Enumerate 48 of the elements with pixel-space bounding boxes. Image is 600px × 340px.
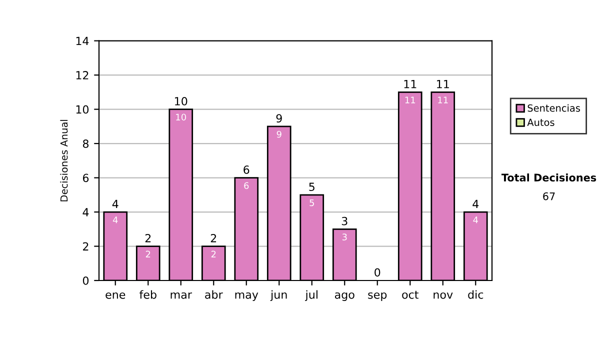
x-tick-label: oct xyxy=(402,290,418,299)
x-tick-label: nov xyxy=(434,292,453,299)
data-label: 9 xyxy=(276,130,282,138)
x-tick-label: ago xyxy=(334,292,354,301)
total-label: 11 xyxy=(404,80,416,88)
y-axis-title: Decisiones Anual xyxy=(60,120,68,202)
total-label: 2 xyxy=(210,234,216,242)
y-tick-label: 0 xyxy=(82,276,89,285)
data-label: 11 xyxy=(405,96,416,104)
y-tick-label: 12 xyxy=(76,71,88,80)
data-label: 4 xyxy=(473,216,478,224)
total-label: 5 xyxy=(309,182,314,192)
x-tick-label: dic xyxy=(468,290,484,299)
data-label: 10 xyxy=(176,114,186,121)
x-tick-label: jul xyxy=(305,290,318,301)
x-tick-label: abr xyxy=(205,290,223,299)
legend-label: Autos xyxy=(527,118,554,126)
x-tick-label: jun xyxy=(270,290,287,301)
y-tick-label: 6 xyxy=(82,174,89,182)
data-label: 4 xyxy=(112,216,118,224)
total-label: 10 xyxy=(175,97,188,106)
total-label: 6 xyxy=(244,166,250,174)
total-label: 4 xyxy=(472,200,479,208)
total-label: 4 xyxy=(112,200,118,208)
total-label: 11 xyxy=(437,80,449,88)
data-label: 3 xyxy=(342,234,347,240)
y-tick-label: 4 xyxy=(82,208,89,216)
total-label: 0 xyxy=(374,268,380,277)
y-tick-label: 8 xyxy=(82,140,89,148)
y-tick-label: 14 xyxy=(76,36,89,46)
y-tick-label: 10 xyxy=(76,105,89,114)
data-label: 2 xyxy=(146,250,150,258)
text: 67 xyxy=(543,192,555,200)
x-tick-label: feb xyxy=(139,290,156,299)
legend-label: Sentencias xyxy=(528,104,580,112)
data-label: 11 xyxy=(438,96,448,104)
y-tick-label: 2 xyxy=(83,242,88,250)
x-tick-label: ene xyxy=(106,292,126,299)
x-tick-label: mar xyxy=(170,292,192,299)
total-label: 9 xyxy=(276,114,282,123)
text: Total Decisiones xyxy=(501,173,596,182)
data-label: 2 xyxy=(211,250,216,258)
x-tick-label: may xyxy=(235,292,258,301)
data-label: 5 xyxy=(310,199,314,206)
data-label: 6 xyxy=(244,182,249,190)
x-tick-label: sep xyxy=(368,292,387,301)
total-label: 2 xyxy=(145,234,151,242)
total-label: 3 xyxy=(342,216,348,226)
